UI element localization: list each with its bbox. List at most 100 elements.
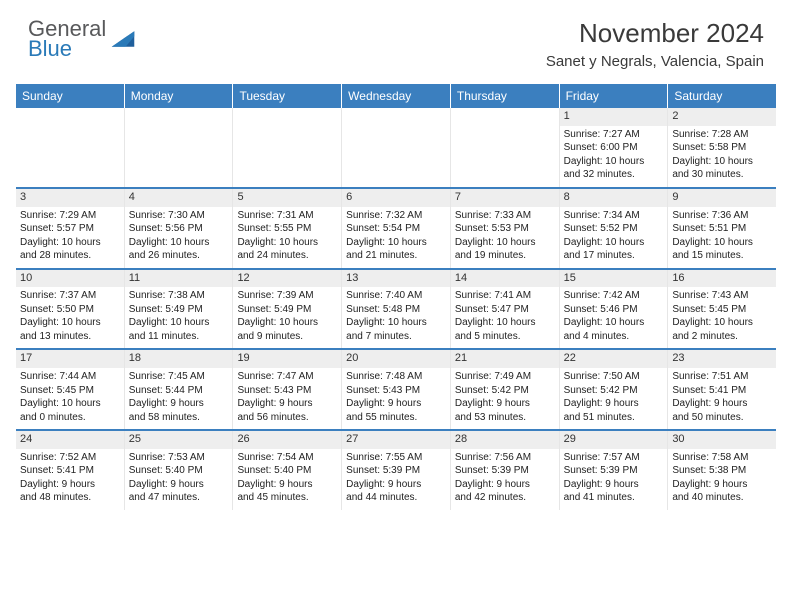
day-number: 6 (342, 189, 450, 207)
day-cell: 6Sunrise: 7:32 AMSunset: 5:54 PMDaylight… (342, 189, 451, 268)
day-number: 15 (560, 270, 668, 288)
week-row: 24Sunrise: 7:52 AMSunset: 5:41 PMDayligh… (16, 429, 776, 510)
day-cell: 27 Sunrise: 7:55 AMSunset: 5:39 PMDayligh… (342, 431, 451, 510)
day-cell: 20Sunrise: 7:48 AMSunset: 5:43 PMDayligh… (342, 350, 451, 429)
detail-line: Daylight: 10 hours (455, 317, 555, 330)
day-cell: . (451, 108, 560, 187)
detail-line: Sunset: 5:51 PM (672, 223, 772, 236)
day-details: Sunrise: 7:44 AMSunset: 5:45 PMDaylight:… (20, 371, 120, 424)
detail-line: and 24 minutes. (237, 250, 337, 263)
detail-line: and 11 minutes. (129, 331, 229, 344)
day-header-cell: Wednesday (342, 84, 451, 108)
detail-line: and 48 minutes. (20, 492, 120, 505)
detail-line: Daylight: 10 hours (20, 237, 120, 250)
detail-line: Sunrise: 7:51 AM (672, 371, 772, 384)
day-cell: 3Sunrise: 7:29 AMSunset: 5:57 PMDaylight… (16, 189, 125, 268)
detail-line: Daylight: 10 hours (20, 398, 120, 411)
day-cell: 30Sunrise: 7:58 AMSunset: 5:38 PMDayligh… (668, 431, 776, 510)
day-cell: 12Sunrise: 7:39 AMSunset: 5:49 PMDayligh… (233, 270, 342, 349)
detail-line: Daylight: 9 hours (672, 398, 772, 411)
detail-line: and 47 minutes. (129, 492, 229, 505)
detail-line: Sunrise: 7:47 AM (237, 371, 337, 384)
day-cell: 2Sunrise: 7:28 AMSunset: 5:58 PMDaylight… (668, 108, 776, 187)
day-cell: 28 Sunrise: 7:56 AMSunset: 5:39 PMDayligh… (451, 431, 560, 510)
week-row: 10Sunrise: 7:37 AMSunset: 5:50 PMDayligh… (16, 268, 776, 349)
detail-line: and 15 minutes. (672, 250, 772, 263)
detail-line: and 0 minutes. (20, 412, 120, 425)
detail-line: Sunrise: 7:49 AM (455, 371, 555, 384)
detail-line: Sunrise: 7:30 AM (129, 210, 229, 223)
detail-line: Sunrise: 7:36 AM (672, 210, 772, 223)
detail-line: Daylight: 10 hours (237, 237, 337, 250)
day-cell: 14Sunrise: 7:41 AMSunset: 5:47 PMDayligh… (451, 270, 560, 349)
day-number: 20 (342, 350, 450, 368)
week-row: .....1Sunrise: 7:27 AMSunset: 6:00 PMDay… (16, 108, 776, 187)
detail-line: Sunset: 5:50 PM (20, 304, 120, 317)
day-number: 4 (125, 189, 233, 207)
detail-line: Sunset: 5:41 PM (20, 465, 120, 478)
day-cell: 5Sunrise: 7:31 AMSunset: 5:55 PMDaylight… (233, 189, 342, 268)
detail-line: Sunset: 5:46 PM (564, 304, 664, 317)
day-details: Sunrise: 7:36 AMSunset: 5:51 PMDaylight:… (672, 210, 772, 263)
detail-line: Daylight: 9 hours (346, 398, 446, 411)
day-number: 27 (342, 431, 450, 449)
detail-line: Sunset: 5:43 PM (346, 385, 446, 398)
detail-line: and 13 minutes. (20, 331, 120, 344)
detail-line: and 55 minutes. (346, 412, 446, 425)
day-details: Sunrise: 7:28 AMSunset: 5:58 PMDaylight:… (672, 129, 772, 182)
day-header-cell: Thursday (451, 84, 560, 108)
logo-triangle-icon (110, 26, 136, 52)
month-title: November 2024 (546, 18, 764, 49)
detail-line: Sunrise: 7:56 AM (455, 452, 555, 465)
header: General Blue November 2024 Sanet y Negra… (0, 0, 792, 78)
detail-line: Sunset: 5:39 PM (564, 465, 664, 478)
detail-line: and 32 minutes. (564, 169, 664, 182)
detail-line: Sunrise: 7:52 AM (20, 452, 120, 465)
detail-line: Daylight: 10 hours (129, 317, 229, 330)
day-number: 28 (451, 431, 559, 449)
day-details: Sunrise: 7:51 AMSunset: 5:41 PMDaylight:… (672, 371, 772, 424)
day-cell: 4Sunrise: 7:30 AMSunset: 5:56 PMDaylight… (125, 189, 234, 268)
day-details: Sunrise: 7:45 AMSunset: 5:44 PMDaylight:… (129, 371, 229, 424)
day-cell: 21Sunrise: 7:49 AMSunset: 5:42 PMDayligh… (451, 350, 560, 429)
day-number: 12 (233, 270, 341, 288)
detail-line: and 56 minutes. (237, 412, 337, 425)
detail-line: Sunrise: 7:28 AM (672, 129, 772, 142)
day-number: 18 (125, 350, 233, 368)
detail-line: Daylight: 9 hours (455, 479, 555, 492)
day-details: Sunrise: 7:31 AMSunset: 5:55 PMDaylight:… (237, 210, 337, 263)
day-details: Sunrise: 7:27 AMSunset: 6:00 PMDaylight:… (564, 129, 664, 182)
day-cell: 18 Sunrise: 7:45 AMSunset: 5:44 PMDayligh… (125, 350, 234, 429)
detail-line: Sunset: 5:39 PM (455, 465, 555, 478)
detail-line: Daylight: 10 hours (346, 237, 446, 250)
detail-line: Sunset: 5:54 PM (346, 223, 446, 236)
day-cell: 17 Sunrise: 7:44 AMSunset: 5:45 PMDayligh… (16, 350, 125, 429)
detail-line: Daylight: 9 hours (20, 479, 120, 492)
day-cell: 15Sunrise: 7:42 AMSunset: 5:46 PMDayligh… (560, 270, 669, 349)
detail-line: and 4 minutes. (564, 331, 664, 344)
detail-line: Sunset: 5:58 PM (672, 142, 772, 155)
detail-line: Daylight: 9 hours (129, 398, 229, 411)
day-cell: . (125, 108, 234, 187)
day-cell: 8Sunrise: 7:34 AMSunset: 5:52 PMDaylight… (560, 189, 669, 268)
day-cell: 25Sunrise: 7:53 AMSunset: 5:40 PMDayligh… (125, 431, 234, 510)
day-details: Sunrise: 7:55 AMSunset: 5:39 PMDaylight:… (346, 452, 446, 505)
detail-line: and 41 minutes. (564, 492, 664, 505)
detail-line: Daylight: 10 hours (672, 156, 772, 169)
day-header-cell: Saturday (668, 84, 776, 108)
detail-line: and 5 minutes. (455, 331, 555, 344)
day-cell: 10Sunrise: 7:37 AMSunset: 5:50 PMDayligh… (16, 270, 125, 349)
detail-line: and 2 minutes. (672, 331, 772, 344)
week-row: 17 Sunrise: 7:44 AMSunset: 5:45 PMDayligh… (16, 348, 776, 429)
detail-line: Sunrise: 7:34 AM (564, 210, 664, 223)
day-details: Sunrise: 7:40 AMSunset: 5:48 PMDaylight:… (346, 290, 446, 343)
day-header-cell: Tuesday (233, 84, 342, 108)
day-details: Sunrise: 7:43 AMSunset: 5:45 PMDaylight:… (672, 290, 772, 343)
detail-line: Sunrise: 7:54 AM (237, 452, 337, 465)
detail-line: Sunrise: 7:33 AM (455, 210, 555, 223)
detail-line: Sunrise: 7:50 AM (564, 371, 664, 384)
day-number: 17 (16, 350, 124, 368)
detail-line: Sunset: 5:56 PM (129, 223, 229, 236)
detail-line: Sunrise: 7:45 AM (129, 371, 229, 384)
detail-line: Sunset: 5:48 PM (346, 304, 446, 317)
